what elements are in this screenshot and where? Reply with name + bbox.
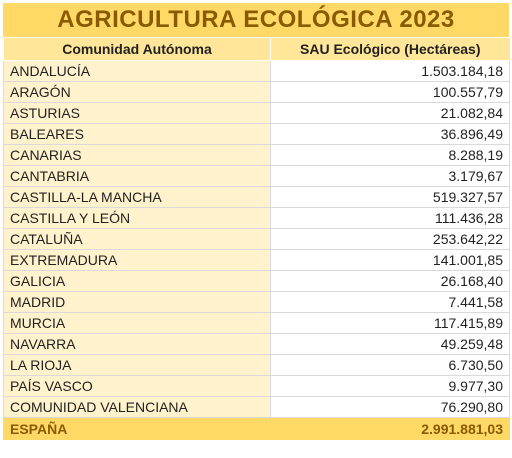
header-row: Comunidad Autónoma SAU Ecológico (Hectár… (3, 38, 510, 61)
table-row: COMUNIDAD VALENCIANA 76.290,80 (3, 396, 510, 418)
value-cell: 253.642,22 (270, 228, 510, 250)
region-cell: BALEARES (3, 123, 271, 145)
total-row: ESPAÑA 2.991.881,03 (3, 417, 510, 440)
value-cell: 111.436,28 (270, 207, 510, 229)
table-row: CATALUÑA 253.642,22 (3, 228, 510, 250)
region-cell: ARAGÓN (3, 81, 271, 103)
value-cell: 26.168,40 (270, 270, 510, 292)
value-cell: 8.288,19 (270, 144, 510, 166)
region-cell: CASTILLA Y LEÓN (3, 207, 271, 229)
region-cell: ANDALUCÍA (3, 60, 271, 82)
value-cell: 21.082,84 (270, 102, 510, 124)
header-value: SAU Ecológico (Hectáreas) (270, 38, 510, 61)
table-row: CANTABRIA 3.179,67 (3, 165, 510, 187)
table-row: MADRID 7.441,58 (3, 291, 510, 313)
value-cell: 9.977,30 (270, 375, 510, 397)
value-cell: 3.179,67 (270, 165, 510, 187)
region-cell: MURCIA (3, 312, 271, 334)
region-cell: LA RIOJA (3, 354, 271, 376)
region-cell: CANARIAS (3, 144, 271, 166)
agriculture-table: Comunidad Autónoma SAU Ecológico (Hectár… (3, 38, 510, 440)
table-row: BALEARES 36.896,49 (3, 123, 510, 145)
region-cell: COMUNIDAD VALENCIANA (3, 396, 271, 418)
table-row: MURCIA 117.415,89 (3, 312, 510, 334)
table-row: PAÍS VASCO 9.977,30 (3, 375, 510, 397)
table-row: CASTILLA-LA MANCHA 519.327,57 (3, 186, 510, 208)
table-row: ASTURIAS 21.082,84 (3, 102, 510, 124)
region-cell: MADRID (3, 291, 271, 313)
value-cell: 117.415,89 (270, 312, 510, 334)
value-cell: 519.327,57 (270, 186, 510, 208)
region-cell: CATALUÑA (3, 228, 271, 250)
region-cell: CANTABRIA (3, 165, 271, 187)
region-cell: ASTURIAS (3, 102, 271, 124)
table-row: ARAGÓN 100.557,79 (3, 81, 510, 103)
total-label-cell: ESPAÑA (3, 417, 271, 440)
region-cell: CASTILLA-LA MANCHA (3, 186, 271, 208)
table-row: EXTREMADURA 141.001,85 (3, 249, 510, 271)
value-cell: 1.503.184,18 (270, 60, 510, 82)
value-cell: 141.001,85 (270, 249, 510, 271)
region-cell: EXTREMADURA (3, 249, 271, 271)
table-row: GALICIA 26.168,40 (3, 270, 510, 292)
table-row: LA RIOJA 6.730,50 (3, 354, 510, 376)
value-cell: 76.290,80 (270, 396, 510, 418)
table-row: NAVARRA 49.259,48 (3, 333, 510, 355)
title-bar: AGRICULTURA ECOLÓGICA 2023 (3, 3, 509, 38)
data-table-sheet: AGRICULTURA ECOLÓGICA 2023 Comunidad Aut… (3, 3, 510, 455)
value-cell: 100.557,79 (270, 81, 510, 103)
total-value-cell: 2.991.881,03 (270, 417, 510, 440)
header-region: Comunidad Autónoma (3, 38, 271, 61)
table-row: CASTILLA Y LEÓN 111.436,28 (3, 207, 510, 229)
table-body: ANDALUCÍA 1.503.184,18 ARAGÓN 100.557,79 A… (3, 60, 510, 440)
table-row: ANDALUCÍA 1.503.184,18 (3, 60, 510, 82)
value-cell: 6.730,50 (270, 354, 510, 376)
table-row: CANARIAS 8.288,19 (3, 144, 510, 166)
value-cell: 7.441,58 (270, 291, 510, 313)
region-cell: PAÍS VASCO (3, 375, 271, 397)
region-cell: NAVARRA (3, 333, 271, 355)
table-title: AGRICULTURA ECOLÓGICA 2023 (57, 6, 455, 33)
region-cell: GALICIA (3, 270, 271, 292)
value-cell: 36.896,49 (270, 123, 510, 145)
value-cell: 49.259,48 (270, 333, 510, 355)
